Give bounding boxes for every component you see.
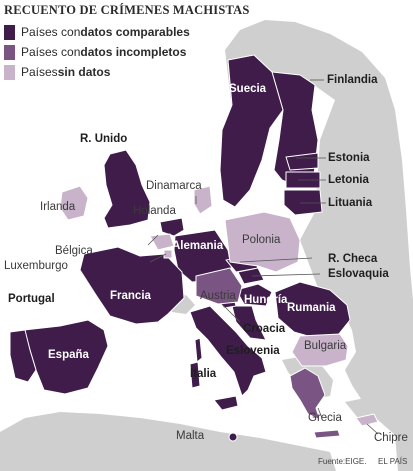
portugal-shape xyxy=(9,329,37,383)
label-malta: Malta xyxy=(176,430,205,442)
label-portugal: Portugal xyxy=(8,293,55,305)
francia-shape xyxy=(79,246,185,325)
brand-logo: EL PAÍS xyxy=(378,457,408,466)
lituania-shape xyxy=(283,189,323,216)
label-rumania: Rumania xyxy=(287,302,336,314)
dinamarca-shape xyxy=(193,185,213,215)
rumania-shape xyxy=(274,281,351,339)
label-suecia: Suecia xyxy=(229,83,267,95)
label-eslovaquia: Eslovaquia xyxy=(328,268,389,280)
legend: Países con datos comparables Países con … xyxy=(4,22,190,82)
label-polonia: Polonia xyxy=(242,234,281,246)
label-hungria: Hungría xyxy=(244,294,288,306)
label-espana: España xyxy=(48,349,89,361)
label-finlandia: Finlandia xyxy=(327,74,378,86)
irlanda-shape xyxy=(59,185,89,221)
bulgaria-fill xyxy=(291,333,349,367)
grecia-leader xyxy=(317,407,323,419)
label-croacia: Croacia xyxy=(243,323,286,335)
luxemburgo-leader xyxy=(149,253,167,263)
hungria-shape xyxy=(235,283,273,307)
eslovenia-leader xyxy=(221,303,241,323)
legend-swatch-medium xyxy=(4,44,15,60)
label-francia: Francia xyxy=(110,290,151,302)
legend-swatch-light xyxy=(4,64,15,80)
grecia-shape xyxy=(289,367,326,421)
legend-item-incompletos: Países con datos incompletos xyxy=(4,42,190,62)
label-alemania: Alemania xyxy=(172,240,224,252)
label-austria: Austria xyxy=(200,290,236,302)
label-italia: Italia xyxy=(190,368,217,380)
chipre-shape xyxy=(355,413,379,427)
label-grecia: Grecia xyxy=(308,412,342,424)
eastern-europe-land xyxy=(225,20,413,471)
legend-bold: datos incompletos xyxy=(80,45,187,59)
label-irlanda: Irlanda xyxy=(40,201,76,213)
creta-shape xyxy=(313,429,341,439)
legend-prefix: Países xyxy=(21,65,58,79)
label-runido: R. Unido xyxy=(80,133,128,145)
legend-bold: datos comparables xyxy=(80,25,190,39)
malta-shape xyxy=(228,432,238,442)
runido-shape xyxy=(103,149,151,229)
leader-lines xyxy=(147,79,379,435)
sicilia-shape xyxy=(213,395,239,411)
estonia-shape xyxy=(285,152,319,171)
rcheca-leader xyxy=(239,257,313,263)
eslovaquia-shape xyxy=(237,267,265,285)
chipre-leader xyxy=(366,423,379,435)
polonia-shape xyxy=(224,211,301,273)
corcega-shape xyxy=(194,337,203,363)
label-luxemburgo: Luxemburgo xyxy=(4,260,68,272)
cerdena-shape xyxy=(189,361,201,389)
light-countries xyxy=(59,185,379,427)
legend-prefix: Países con xyxy=(21,25,81,39)
legend-item-sin-datos: Países sin datos xyxy=(4,62,190,82)
label-letonia: Letonia xyxy=(328,174,369,186)
legend-swatch-dark xyxy=(4,24,15,40)
label-lituania: Lituania xyxy=(328,197,373,209)
belgica-leader xyxy=(147,234,159,246)
suecia-shape xyxy=(219,54,284,208)
legend-prefix: Países con xyxy=(21,45,81,59)
label-estonia: Estonia xyxy=(328,152,370,164)
label-dinamarca: Dinamarca xyxy=(146,180,202,192)
source-note: Fuente:EIGE. xyxy=(318,457,367,466)
legend-item-comparables: Países con datos comparables xyxy=(4,22,190,42)
austria-shape xyxy=(195,267,243,305)
turkey-land xyxy=(345,396,398,420)
label-rcheca: R. Checa xyxy=(328,253,378,265)
belgica-shape xyxy=(149,233,175,251)
dark-countries xyxy=(9,54,351,442)
map-title: RECUENTO DE CRÍMENES MACHISTAS xyxy=(4,3,250,17)
legend-bold: sin datos xyxy=(57,65,111,79)
eslovaquia-leader xyxy=(251,273,321,277)
label-holanda: Holanda xyxy=(133,205,176,217)
italia-shape xyxy=(189,305,267,397)
label-bulgaria: Bulgaria xyxy=(304,340,347,352)
label-eslovenia: Eslovenia xyxy=(226,345,280,357)
holanda-shape xyxy=(159,217,185,237)
north-africa-land xyxy=(0,412,336,471)
label-chipre: Chipre xyxy=(374,432,408,444)
croacia-shape xyxy=(231,305,267,341)
label-belgica: Bélgica xyxy=(55,245,93,257)
